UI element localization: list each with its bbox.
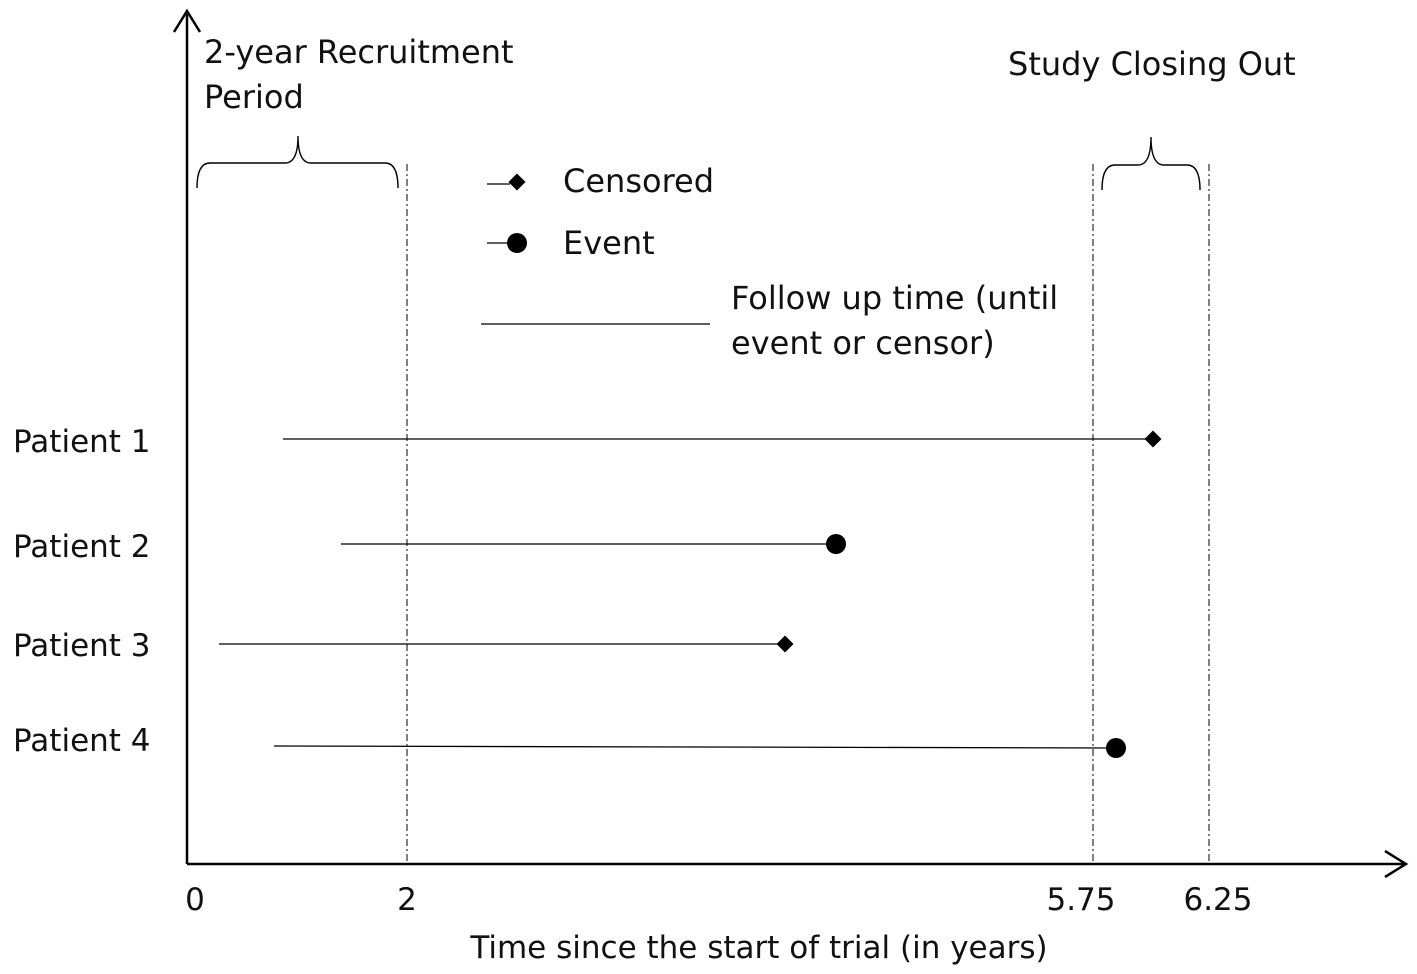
patient-2-event-marker xyxy=(826,534,846,554)
x-axis-arrowhead xyxy=(1384,849,1409,879)
x-tick-label-2: 2 xyxy=(397,882,417,918)
closing-period-label: Study Closing Out xyxy=(1008,45,1296,83)
legend-censored-diamond xyxy=(508,173,526,191)
patient-3-censored-marker xyxy=(776,635,794,653)
patient-4-followup-line xyxy=(273,745,1117,749)
legend-followup-label-line2: event or censor) xyxy=(731,324,995,362)
y-axis xyxy=(172,8,202,864)
x-tick-label-5-75: 5.75 xyxy=(1046,882,1115,918)
patient-4-event-marker xyxy=(1106,738,1126,758)
patient-2-label: Patient 2 xyxy=(13,529,151,565)
patient-1-censored-marker xyxy=(1144,430,1162,448)
patient-1-label: Patient 1 xyxy=(13,424,151,460)
legend: Censored Event Follow up time (until eve… xyxy=(481,162,1058,362)
patient-3-label: Patient 3 xyxy=(13,628,151,664)
x-tick-label-6-25: 6.25 xyxy=(1183,882,1252,918)
patient-4-label: Patient 4 xyxy=(13,723,151,759)
legend-event-label: Event xyxy=(563,224,655,262)
y-axis-arrowhead xyxy=(172,8,202,33)
legend-censored-label: Censored xyxy=(563,162,714,200)
legend-event-circle xyxy=(507,233,527,253)
x-axis xyxy=(187,849,1409,879)
recruitment-period-label-line1: 2-year Recruitment xyxy=(204,33,514,71)
legend-followup-label-line1: Follow up time (until xyxy=(731,279,1058,317)
x-tick-label-0: 0 xyxy=(185,882,205,918)
x-axis-title: Time since the start of trial (in years) xyxy=(469,930,1047,966)
recruitment-period-label-line2: Period xyxy=(204,78,304,116)
recruitment-brace xyxy=(196,135,399,189)
closing-brace xyxy=(1101,136,1201,191)
